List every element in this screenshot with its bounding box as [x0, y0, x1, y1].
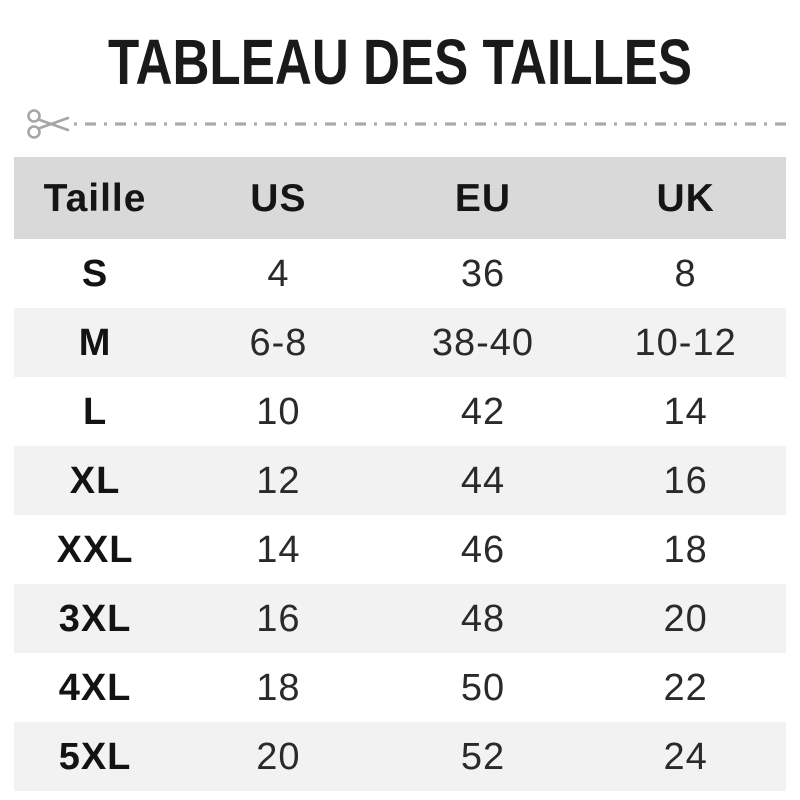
cell-us: 12 — [256, 459, 301, 502]
scissors-icon — [27, 109, 70, 139]
table-row-3xl: 3XL 16 48 20 — [14, 584, 786, 653]
page-title: TABLEAU DES TAILLES — [0, 0, 800, 94]
table-row-xl: XL 12 44 16 — [14, 446, 786, 515]
cell-uk: 24 — [663, 735, 708, 778]
cell-eu: 38-40 — [431, 321, 535, 364]
cell-size: L — [82, 390, 108, 433]
table-row-l: L 10 42 14 — [14, 377, 786, 446]
cut-line — [26, 102, 788, 146]
cell-uk: 10-12 — [634, 321, 737, 364]
cell-eu: 36 — [460, 252, 506, 295]
size-table: Taille US EU UK S 4 36 8 M 6-8 38-40 10-… — [14, 157, 786, 791]
cell-us: 14 — [256, 528, 301, 571]
cell-size: 3XL — [58, 597, 132, 640]
cell-size: M — [78, 321, 112, 364]
cell-uk: 14 — [663, 390, 708, 433]
table-row-5xl: 5XL 20 52 24 — [14, 722, 786, 791]
cell-us: 20 — [256, 735, 301, 778]
cell-size: 5XL — [58, 735, 132, 778]
cell-eu: 52 — [460, 735, 506, 778]
cell-size: XL — [69, 459, 121, 502]
cell-us: 4 — [267, 252, 290, 295]
cell-us: 16 — [256, 597, 301, 640]
cell-size: 4XL — [58, 666, 132, 709]
table-row-xxl: XXL 14 46 18 — [14, 515, 786, 584]
cell-eu: 48 — [460, 597, 506, 640]
cell-uk: 16 — [663, 459, 708, 502]
cell-uk: 20 — [663, 597, 708, 640]
cell-eu: 42 — [460, 390, 506, 433]
cell-eu: 50 — [460, 666, 506, 709]
table-row-4xl: 4XL 18 50 22 — [14, 653, 786, 722]
cell-us: 18 — [256, 666, 301, 709]
dash-dot-line — [74, 122, 788, 126]
column-header-uk: UK — [656, 176, 715, 220]
cell-uk: 18 — [663, 528, 708, 571]
column-header-us: US — [250, 176, 307, 220]
cell-us: 10 — [256, 390, 301, 433]
cell-size: S — [81, 252, 109, 295]
cell-eu: 44 — [460, 459, 506, 502]
cell-size: XXL — [56, 528, 134, 571]
column-header-eu: EU — [454, 176, 512, 220]
table-header-row: Taille US EU UK — [14, 157, 786, 239]
cell-us: 6-8 — [249, 321, 308, 364]
table-row-m: M 6-8 38-40 10-12 — [14, 308, 786, 377]
cell-eu: 46 — [460, 528, 506, 571]
table-body: S 4 36 8 M 6-8 38-40 10-12 L 10 42 14 XL… — [14, 239, 786, 791]
cell-uk: 8 — [674, 252, 697, 295]
column-header-taille: Taille — [43, 176, 147, 220]
table-row-s: S 4 36 8 — [14, 239, 786, 308]
cell-uk: 22 — [663, 666, 708, 709]
page-title-text: TABLEAU DES TAILLES — [107, 26, 693, 98]
